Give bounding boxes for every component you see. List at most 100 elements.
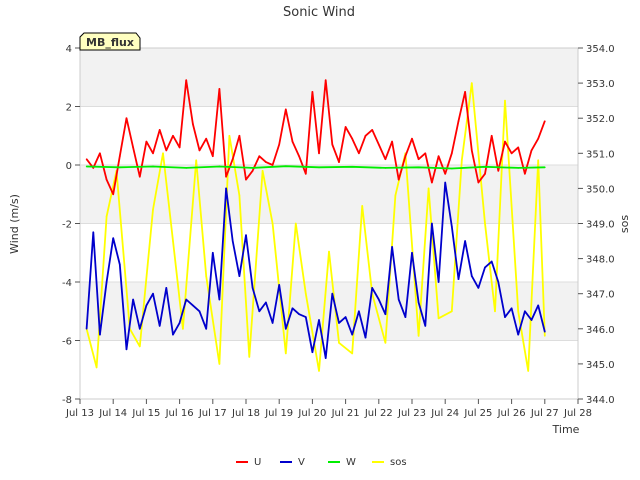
data-point-u bbox=[172, 134, 174, 137]
data-point-u bbox=[192, 123, 194, 125]
data-point-w bbox=[251, 167, 254, 169]
data-point-v bbox=[152, 292, 154, 295]
data-point-u bbox=[517, 146, 520, 149]
data-point-u bbox=[145, 140, 148, 143]
x-tick-label: Jul 16 bbox=[165, 408, 194, 419]
data-point-w bbox=[351, 165, 354, 168]
data-point-w bbox=[185, 167, 188, 169]
y2-tick-label: 349.0 bbox=[586, 220, 615, 231]
data-point-v bbox=[444, 181, 447, 184]
data-point-u bbox=[251, 170, 254, 172]
data-point-u bbox=[245, 178, 247, 181]
data-point-u bbox=[504, 140, 506, 143]
data-point-sos bbox=[517, 310, 520, 313]
background-bands bbox=[80, 48, 578, 341]
data-point-v bbox=[411, 251, 413, 254]
data-point-v bbox=[431, 222, 433, 225]
data-point-v bbox=[205, 328, 207, 330]
data-point-sos bbox=[437, 317, 440, 320]
data-point-u bbox=[218, 88, 221, 90]
data-point-sos bbox=[544, 335, 546, 337]
data-point-v bbox=[92, 231, 95, 234]
data-point-v bbox=[324, 357, 327, 359]
data-point-sos bbox=[261, 170, 264, 172]
data-point-w bbox=[218, 165, 221, 168]
data-point-w bbox=[544, 166, 546, 169]
data-point-v bbox=[278, 284, 281, 286]
data-point-u bbox=[530, 149, 533, 152]
data-point-v bbox=[172, 333, 174, 336]
data-point-v bbox=[457, 278, 460, 280]
data-point-v bbox=[178, 322, 181, 324]
data-point-w bbox=[119, 166, 121, 169]
data-point-u bbox=[444, 172, 447, 175]
chart-title: Sonic Wind bbox=[283, 5, 355, 20]
data-point-u bbox=[85, 158, 88, 160]
data-point-u bbox=[285, 108, 287, 111]
data-point-sos bbox=[271, 222, 274, 225]
data-point-sos bbox=[285, 352, 287, 355]
data-point-u bbox=[278, 143, 281, 146]
data-point-v bbox=[544, 330, 546, 333]
data-point-v bbox=[464, 240, 466, 242]
x-tick-label: Jul 21 bbox=[331, 408, 360, 419]
data-point-sos bbox=[105, 215, 108, 218]
data-point-u bbox=[497, 170, 500, 172]
data-point-sos bbox=[228, 134, 231, 137]
data-point-v bbox=[378, 298, 380, 301]
data-point-u bbox=[437, 155, 440, 158]
data-point-u bbox=[238, 134, 241, 137]
y-tick-label: -4 bbox=[62, 278, 72, 289]
data-point-sos bbox=[248, 356, 251, 358]
data-point-u bbox=[477, 181, 480, 184]
data-point-u bbox=[358, 152, 360, 155]
data-point-w bbox=[384, 167, 387, 169]
data-point-u bbox=[318, 152, 320, 155]
x-tick-label: Jul 13 bbox=[65, 408, 94, 419]
band bbox=[80, 165, 578, 224]
data-point-sos bbox=[451, 310, 453, 313]
data-point-v bbox=[112, 237, 114, 239]
data-point-v bbox=[397, 298, 400, 301]
data-point-sos bbox=[238, 194, 241, 197]
series-line-u bbox=[85, 79, 546, 196]
band bbox=[80, 48, 578, 107]
y2-tick-label: 348.0 bbox=[586, 255, 615, 266]
y2-tick-label: 352.0 bbox=[586, 114, 615, 125]
x-tick-label: Jul 22 bbox=[364, 408, 393, 419]
series-layer bbox=[85, 79, 546, 372]
legend-label-v: V bbox=[298, 457, 305, 468]
x-tick-label: Jul 19 bbox=[264, 408, 293, 419]
data-point-u bbox=[411, 137, 413, 140]
data-point-sos bbox=[461, 159, 463, 162]
x-axis-label: Time bbox=[552, 423, 580, 436]
data-point-sos bbox=[205, 275, 207, 277]
y2-axis-label: sos bbox=[618, 215, 631, 233]
data-point-u bbox=[185, 79, 188, 81]
data-point-sos bbox=[218, 363, 221, 365]
data-point-v bbox=[451, 225, 453, 228]
data-point-u bbox=[258, 155, 261, 158]
x-tick-label: Jul 25 bbox=[463, 408, 492, 419]
data-point-sos bbox=[304, 292, 307, 295]
data-point-v bbox=[530, 319, 533, 321]
data-point-u bbox=[378, 143, 380, 146]
data-point-u bbox=[152, 152, 154, 155]
data-point-sos bbox=[394, 194, 397, 197]
data-point-v bbox=[251, 287, 254, 289]
data-point-v bbox=[477, 287, 480, 289]
x-axis: Jul 13 Jul 14 Jul 15 Jul 16 Jul 17 Jul 18 Jul … bbox=[65, 399, 592, 419]
x-tick-label: Jul 17 bbox=[198, 408, 227, 419]
x-tick-label: Jul 28 bbox=[563, 408, 592, 419]
data-point-v bbox=[364, 336, 367, 339]
data-point-sos bbox=[484, 222, 486, 225]
data-point-v bbox=[311, 351, 314, 354]
data-point-u bbox=[510, 152, 513, 155]
data-point-u bbox=[524, 172, 526, 175]
data-point-u bbox=[158, 129, 161, 131]
data-point-v bbox=[158, 325, 161, 327]
data-point-sos bbox=[504, 99, 506, 102]
x-tick-label: Jul 23 bbox=[397, 408, 426, 419]
